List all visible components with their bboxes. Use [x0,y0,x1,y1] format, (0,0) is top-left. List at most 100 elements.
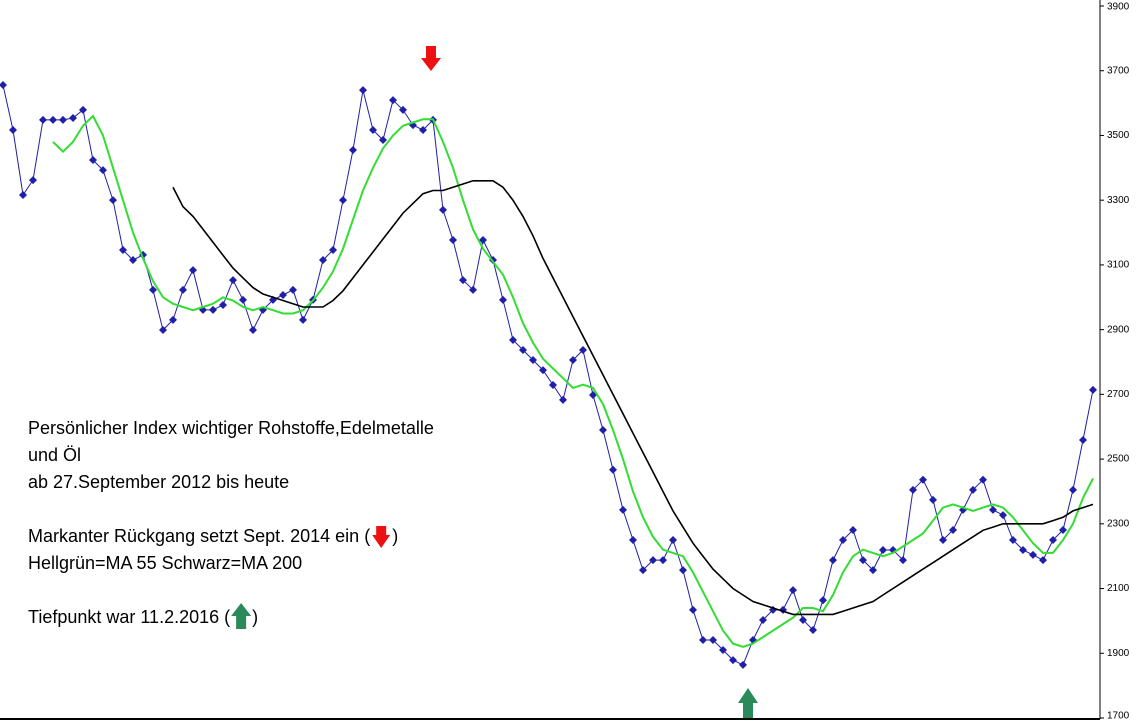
y-tick-label: 2700 [1107,389,1130,400]
data-point [0,80,7,89]
data-point [39,115,47,124]
data-point [369,125,377,134]
y-tick-label: 3100 [1107,260,1130,271]
data-point [319,256,327,265]
data-point [819,596,827,605]
data-point [529,356,537,365]
annotation: Markanter Rückgang setzt Sept. 2014 ein … [28,526,370,546]
data-point [279,291,287,300]
data-point [439,205,447,214]
data-point [949,525,957,534]
series-line [52,114,1094,648]
y-tick-label: 1900 [1107,648,1130,659]
data-point [499,295,507,304]
data-point [849,525,857,534]
data-point [679,566,687,575]
data-point [69,113,77,122]
up-arrow [738,688,758,718]
data-point [149,285,157,294]
series-layer [0,80,1097,669]
data-point [689,605,697,614]
data-point [229,276,237,285]
y-tick-label: 3500 [1107,130,1130,141]
data-point [329,246,337,255]
annotation: ) [392,526,398,546]
inline-up-arrow [231,603,252,629]
data-point [549,380,557,389]
data-point [899,556,907,565]
annotation: und Öl [28,445,81,465]
data-point [839,536,847,544]
data-point [459,276,467,285]
data-point [389,96,397,105]
data-point [239,295,247,304]
data-point [599,425,607,434]
data-point [639,566,647,575]
data-point [799,615,807,624]
data-point [479,235,487,244]
data-point [939,536,947,544]
data-point [1019,546,1027,555]
data-point [1069,485,1077,494]
data-point [119,246,127,255]
down-arrow [421,46,441,71]
inline-down-arrow [372,526,391,548]
annotation: Persönlicher Index wichtiger Rohstoffe,E… [28,418,434,438]
data-point [29,176,37,185]
data-point [79,105,87,114]
data-point [469,285,477,294]
data-point [879,546,887,555]
data-point [49,115,57,124]
annotation: Tiefpunkt war 11.2.2016 ( [28,607,230,627]
annotation: ab 27.September 2012 bis heute [28,472,289,492]
data-point [739,660,747,669]
data-point [109,196,117,205]
data-point [339,196,347,205]
data-point [419,125,427,134]
data-point [669,536,677,544]
data-point [1029,550,1037,559]
data-point [129,256,137,265]
data-point [359,86,367,95]
data-point [1039,556,1047,565]
y-tick-label: 2100 [1107,583,1130,594]
y-tick-label: 3300 [1107,195,1130,206]
data-point [569,356,577,365]
data-point [99,166,107,175]
data-point [89,156,97,165]
series-line [172,180,1094,616]
data-point [159,325,167,334]
data-point [399,105,407,114]
data-point [579,346,587,355]
data-point [989,505,997,514]
data-point [789,586,797,595]
data-point [619,505,627,514]
data-point [859,556,867,565]
y-tick-label: 1700 [1107,711,1130,722]
data-point [209,305,217,314]
data-point [969,485,977,494]
data-point [929,495,937,504]
data-point [509,335,517,344]
data-point [179,285,187,294]
data-point [759,615,767,624]
annotation: Hellgrün=MA 55 Schwarz=MA 200 [28,553,302,573]
y-tick-label: 2900 [1107,324,1130,335]
data-point [909,485,917,494]
data-point [519,346,527,355]
data-point [729,656,737,665]
data-point [1009,536,1017,544]
series-line [2,84,1094,666]
data-point [1049,536,1057,544]
y-tick-label: 2300 [1107,518,1130,529]
data-point [659,556,667,565]
data-point [1059,525,1067,534]
data-point [349,146,357,155]
annotation: ) [252,607,258,627]
data-point [869,566,877,575]
data-point [829,556,837,565]
data-point [299,315,307,324]
data-point [249,325,257,334]
data-point [169,315,177,324]
